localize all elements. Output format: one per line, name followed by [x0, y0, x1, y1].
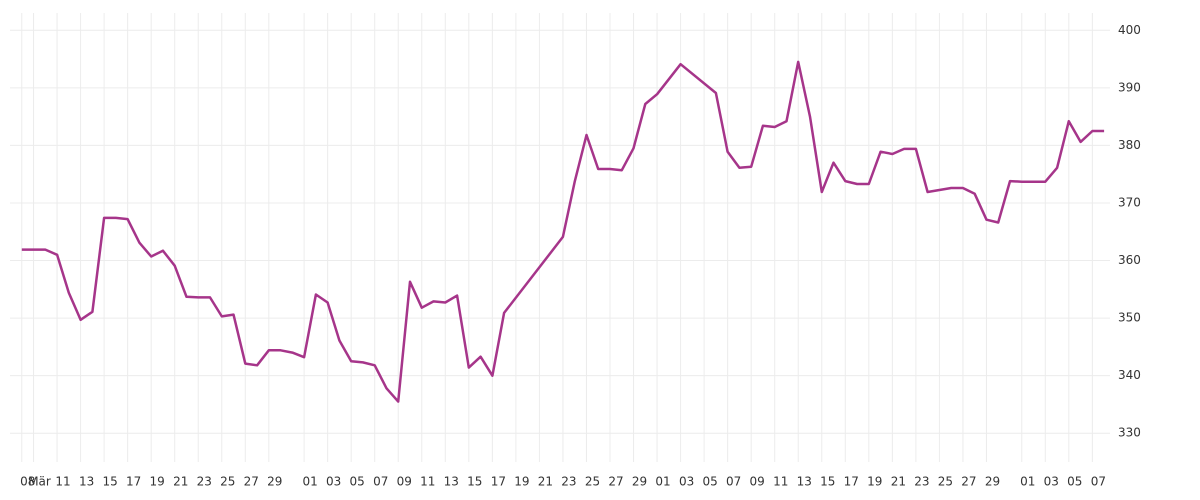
y-tick-label: 330: [1118, 426, 1141, 440]
x-tick-label: 25: [938, 475, 953, 489]
x-tick-label: 29: [985, 475, 1000, 489]
x-tick-label: 05: [350, 475, 365, 489]
x-tick-label: 13: [444, 475, 459, 489]
x-tick-label: 25: [220, 475, 235, 489]
x-tick-label: 27: [608, 475, 623, 489]
x-tick-label: 09: [750, 475, 765, 489]
x-tick-label: 23: [197, 475, 212, 489]
y-tick-label: 370: [1118, 195, 1141, 209]
x-tick-label: 01: [1020, 475, 1035, 489]
x-tick-label: 29: [267, 475, 282, 489]
x-tick-label: 21: [538, 475, 553, 489]
x-tick-label: 27: [961, 475, 976, 489]
y-tick-label: 380: [1118, 138, 1141, 152]
y-tick-label: 350: [1118, 311, 1141, 325]
y-tick-label: 360: [1118, 253, 1141, 267]
x-tick-label: 21: [891, 475, 906, 489]
x-tick-label: 25: [585, 475, 600, 489]
y-tick-label: 340: [1118, 368, 1141, 382]
x-tick-label: 29: [632, 475, 647, 489]
x-tick-label: 17: [126, 475, 141, 489]
x-tick-label: 11: [773, 475, 788, 489]
x-tick-label: 19: [514, 475, 529, 489]
x-tick-label: 09: [397, 475, 412, 489]
y-tick-label: 400: [1118, 23, 1141, 37]
x-tick-label: 03: [679, 475, 694, 489]
x-tick-label: 13: [797, 475, 812, 489]
x-tick-label: 05: [702, 475, 717, 489]
x-tick-label: 15: [820, 475, 835, 489]
x-tick-label: 23: [914, 475, 929, 489]
x-tick-label: 23: [561, 475, 576, 489]
x-tick-label: 01: [655, 475, 670, 489]
x-tick-label: 13: [79, 475, 94, 489]
x-tick-label: 07: [1091, 475, 1106, 489]
x-tick-label: 07: [726, 475, 741, 489]
x-tick-label: 27: [244, 475, 259, 489]
price-line: [21, 60, 1105, 403]
x-tick-label: 19: [867, 475, 882, 489]
x-tick-label: 11: [420, 475, 435, 489]
x-tick-label: 19: [150, 475, 165, 489]
x-tick-label: 21: [173, 475, 188, 489]
x-tick-label: 08: [20, 475, 35, 489]
x-tick-label: 17: [844, 475, 859, 489]
x-tick-label: 17: [491, 475, 506, 489]
y-tick-label: 390: [1118, 80, 1141, 94]
x-tick-label: 15: [467, 475, 482, 489]
x-tick-label: Mär: [28, 475, 51, 489]
x-tick-label: 01: [302, 475, 317, 489]
x-tick-label: 07: [373, 475, 388, 489]
x-tick-label: 03: [326, 475, 341, 489]
x-tick-label: 03: [1044, 475, 1059, 489]
x-tick-label: 05: [1067, 475, 1082, 489]
x-tick-label: 11: [55, 475, 70, 489]
x-tick-label: 15: [102, 475, 117, 489]
